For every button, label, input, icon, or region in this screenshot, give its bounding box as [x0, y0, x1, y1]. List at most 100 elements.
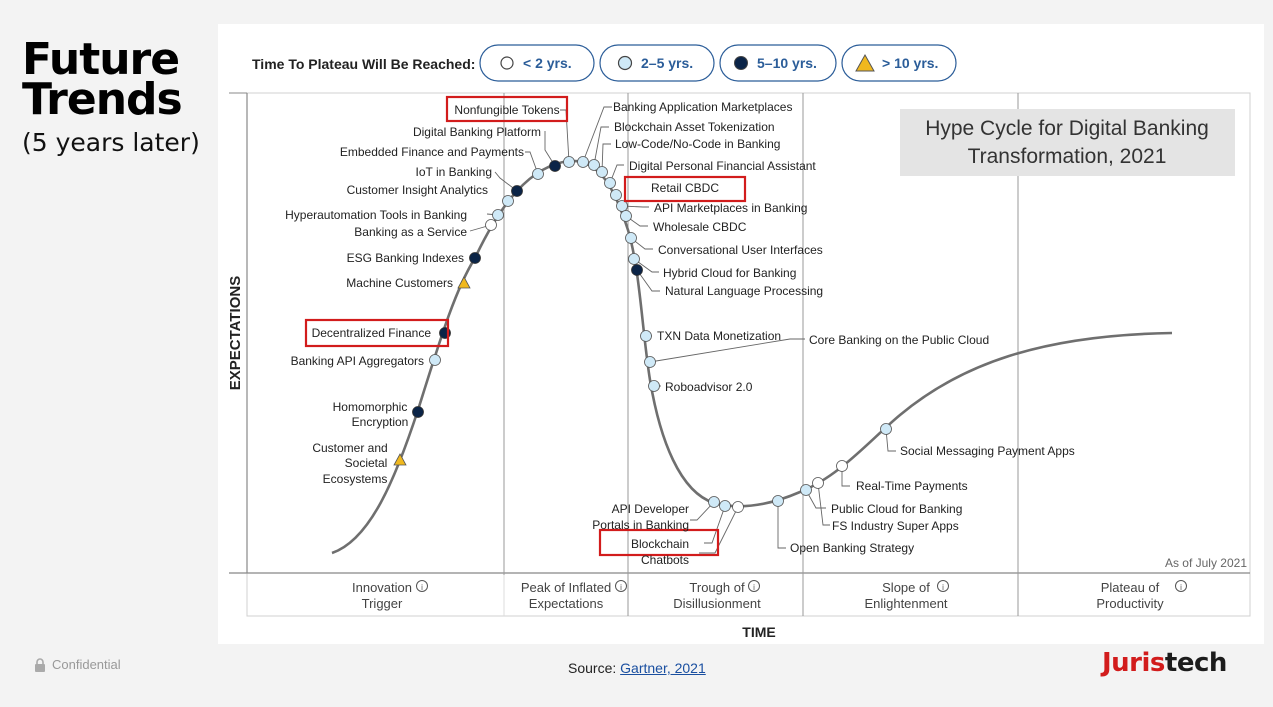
- label-blockchain: Blockchain: [631, 537, 689, 551]
- label-open-banking-strategy: Open Banking Strategy: [790, 541, 914, 555]
- marker-homomorphic-encryption[interactable]: [412, 406, 424, 418]
- marker-customer-insight-analytics-b[interactable]: [502, 195, 514, 207]
- marker-core-banking-public-cloud[interactable]: [644, 356, 656, 368]
- marker-fs-super-apps[interactable]: [812, 477, 824, 489]
- info-icon[interactable]: [937, 580, 949, 592]
- confidential-label: Confidential: [52, 657, 121, 672]
- svg-text:Productivity: Productivity: [1096, 596, 1164, 611]
- marker-banking-as-a-service[interactable]: [485, 219, 497, 231]
- confidential-note: Confidential: [34, 657, 121, 672]
- info-icon[interactable]: [416, 580, 428, 592]
- label-homomorphic-2: Encryption: [352, 415, 409, 429]
- marker-nonfungible-tokens[interactable]: [563, 156, 575, 168]
- y-axis-label: EXPECTATIONS: [227, 276, 244, 390]
- info-icon[interactable]: [615, 580, 627, 592]
- svg-text:Plateau of: Plateau of: [1101, 580, 1160, 595]
- white-circle-icon: [500, 56, 514, 70]
- label-customer-insight-analytics: Customer Insight Analytics: [347, 183, 488, 197]
- marker-banking-app-marketplaces[interactable]: [577, 156, 589, 168]
- marker-low-code[interactable]: [596, 166, 608, 178]
- label-low-code: Low-Code/No-Code in Banking: [615, 137, 780, 151]
- marker-machine-customers[interactable]: [457, 276, 471, 289]
- marker-blockchain[interactable]: [719, 500, 731, 512]
- x-axis-label: TIME: [742, 624, 775, 640]
- marker-embedded-finance[interactable]: [532, 168, 544, 180]
- svg-text:Expectations: Expectations: [529, 596, 604, 611]
- label-real-time-payments: Real-Time Payments: [856, 479, 968, 493]
- label-retail-cbdc: Retail CBDC: [651, 181, 719, 195]
- info-icon[interactable]: [1175, 580, 1187, 592]
- label-nonfungible-tokens: Nonfungible Tokens: [454, 103, 559, 117]
- marker-digital-pfa[interactable]: [604, 177, 616, 189]
- highlight-box-retail-cbdc: [623, 175, 747, 203]
- dark-circle-icon: [734, 56, 748, 70]
- marker-social-messaging[interactable]: [880, 423, 892, 435]
- legend-label-lt2: < 2 yrs.: [523, 55, 572, 71]
- label-nlp: Natural Language Processing: [665, 284, 823, 298]
- phase-innovation-trigger: Innovation Trigger i: [352, 580, 428, 611]
- label-public-cloud-banking: Public Cloud for Banking: [831, 502, 962, 516]
- label-decentralized-finance: Decentralized Finance: [312, 326, 432, 340]
- slide-title-line2: Trends: [22, 74, 183, 125]
- phase-trough: Trough of Disillusionment i: [673, 580, 761, 611]
- as-of-label: As of July 2021: [1165, 556, 1247, 570]
- marker-gt10-customer-societal-ecosystems[interactable]: [393, 453, 407, 466]
- label-digital-banking-platform: Digital Banking Platform: [413, 125, 541, 139]
- marker-nlp[interactable]: [631, 264, 643, 276]
- marker-chatbots[interactable]: [732, 501, 744, 513]
- label-digital-pfa: Digital Personal Financial Assistant: [629, 159, 816, 173]
- marker-blockchain-asset-tokenization[interactable]: [588, 159, 600, 171]
- svg-text:Trigger: Trigger: [362, 596, 403, 611]
- marker-digital-banking-platform[interactable]: [549, 160, 561, 172]
- svg-text:Slope of: Slope of: [882, 580, 930, 595]
- marker-conversational-ui[interactable]: [625, 232, 637, 244]
- logo-part2: tech: [1164, 648, 1227, 678]
- svg-text:i: i: [753, 583, 755, 592]
- marker-esg-banking-indexes[interactable]: [469, 252, 481, 264]
- marker-api-developer-portals[interactable]: [708, 496, 720, 508]
- phase-peak: Peak of Inflated Expectations i: [521, 580, 627, 611]
- marker-api-marketplaces[interactable]: [616, 200, 628, 212]
- highlight-box-nft: [445, 95, 569, 123]
- info-icon[interactable]: [748, 580, 760, 592]
- phase-slope: Slope of Enlightenment i: [864, 580, 949, 611]
- svg-text:Innovation: Innovation: [352, 580, 412, 595]
- label-fs-super-apps: FS Industry Super Apps: [832, 519, 959, 533]
- source-link[interactable]: Gartner, 2021: [620, 660, 706, 676]
- marker-retail-cbdc[interactable]: [610, 189, 622, 201]
- marker-roboadvisor[interactable]: [648, 380, 660, 392]
- svg-text:Enlightenment: Enlightenment: [864, 596, 947, 611]
- lock-icon: [35, 657, 45, 672]
- marker-real-time-payments[interactable]: [836, 460, 848, 472]
- marker-banking-api-aggregators[interactable]: [429, 354, 441, 366]
- label-customer-societal-3: Ecosystems: [323, 472, 388, 486]
- label-txn-data-monetization: TXN Data Monetization: [657, 329, 781, 343]
- highlight-box-defi: [304, 318, 450, 348]
- legend-item-lt2: < 2 yrs.: [479, 44, 595, 82]
- svg-text:Peak of Inflated: Peak of Inflated: [521, 580, 611, 595]
- juristech-logo: Juristech: [1102, 648, 1227, 678]
- marker-open-banking-strategy[interactable]: [772, 495, 784, 507]
- marker-customer-insight-analytics[interactable]: [511, 185, 523, 197]
- legend-item-5to10: 5–10 yrs.: [719, 44, 837, 82]
- chart-title-line2: Transformation, 2021: [968, 145, 1167, 168]
- label-banking-as-a-service: Banking as a Service: [354, 225, 467, 239]
- marker-hybrid-cloud[interactable]: [628, 253, 640, 265]
- marker-wholesale-cbdc[interactable]: [620, 210, 632, 222]
- legend-title: Time To Plateau Will Be Reached:: [252, 56, 475, 72]
- svg-text:Disillusionment: Disillusionment: [673, 596, 761, 611]
- label-hybrid-cloud: Hybrid Cloud for Banking: [663, 266, 796, 280]
- phase-plateau: Plateau of Productivity i: [1096, 580, 1187, 611]
- svg-text:Trough of: Trough of: [689, 580, 745, 595]
- marker-txn-data-monetization[interactable]: [640, 330, 652, 342]
- label-api-marketplaces: API Marketplaces in Banking: [654, 201, 807, 215]
- label-homomorphic-1: Homomorphic: [333, 400, 408, 414]
- highlight-box-blockchain: [598, 528, 720, 557]
- legend-item-2to5: 2–5 yrs.: [599, 44, 715, 82]
- label-machine-customers: Machine Customers: [346, 276, 453, 290]
- label-banking-api-aggregators: Banking API Aggregators: [291, 354, 424, 368]
- label-api-developer-2: Portals in Banking: [592, 518, 689, 532]
- marker-public-cloud-banking[interactable]: [800, 484, 812, 496]
- marker-hyperautomation[interactable]: [492, 209, 504, 221]
- chart-title-line1: Hype Cycle for Digital Banking: [925, 117, 1209, 140]
